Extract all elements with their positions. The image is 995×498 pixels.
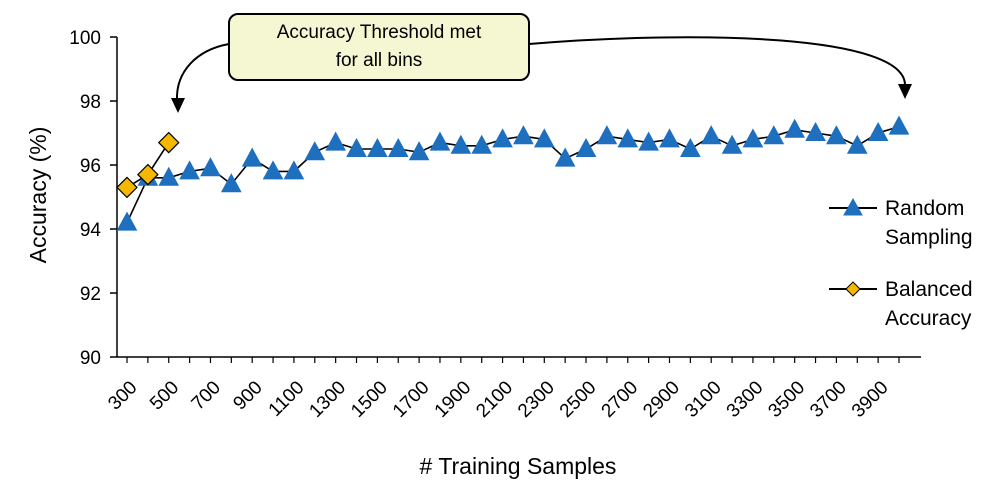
random-sampling-point (680, 137, 701, 157)
x-tick-label: 1700 (389, 377, 434, 422)
y-tick-labels: 90 92 94 96 98 100 (69, 28, 101, 369)
random-sampling-point (429, 131, 451, 151)
random-sampling-point (888, 115, 910, 135)
random-sampling-point (742, 128, 764, 148)
random-sampling-point (492, 128, 513, 148)
annotation-arrowhead-left (171, 98, 185, 113)
x-tick-label: 1900 (431, 377, 476, 422)
random-sampling-point (659, 128, 680, 148)
random-sampling-point (617, 128, 639, 148)
random-sampling-point (346, 137, 367, 157)
x-tick-label: 1100 (265, 377, 309, 421)
random-sampling-point (533, 128, 555, 148)
legend-triangle-marker (843, 197, 863, 216)
random-sampling-point (179, 160, 200, 180)
balanced-accuracy-point (137, 163, 159, 186)
legend-diamond-marker (845, 281, 861, 297)
random-sampling-point (408, 141, 430, 161)
legend-label-random-line1: Random (885, 197, 964, 220)
random-sampling-point (513, 125, 534, 145)
x-tick-label: 2100 (472, 377, 517, 422)
x-tick-label: 2700 (598, 377, 643, 422)
annotation-text-line2: for all bins (336, 50, 423, 71)
random-sampling-point (784, 118, 806, 138)
random-sampling-point (721, 134, 743, 154)
random-sampling-point (575, 137, 597, 157)
x-tick-label: 700 (188, 377, 225, 414)
annotation-arrow-right (528, 36, 906, 86)
legend: Random Sampling Balanced Accuracy (829, 197, 973, 330)
x-tick-label: 3100 (681, 377, 726, 422)
random-sampling-point (554, 147, 576, 167)
legend-label-balanced-line1: Balanced (885, 278, 973, 301)
x-tick-label: 2500 (556, 377, 601, 422)
annotation-callout: Accuracy Threshold met for all bins (171, 13, 912, 113)
x-tick-label: 3300 (723, 377, 768, 422)
random-sampling-point (638, 131, 659, 151)
y-tick-label: 94 (80, 220, 102, 241)
annotation-text-line1: Accuracy Threshold met (277, 22, 482, 43)
random-sampling-point (826, 125, 847, 145)
x-tick-label: 2900 (639, 377, 684, 422)
x-tick-labels: 300 500 700 9001100130015001700190021002300… (104, 377, 892, 422)
y-tick-label: 92 (80, 284, 101, 305)
legend-item-random-sampling: Random Sampling (829, 197, 973, 249)
legend-label-random-line2: Sampling (885, 226, 973, 249)
random-sampling-point (763, 125, 785, 145)
random-sampling-line (126, 125, 900, 223)
random-sampling-point (325, 131, 346, 151)
x-tick-label: 1500 (347, 377, 392, 422)
x-tick-label: 900 (229, 377, 266, 414)
balanced-accuracy-point (116, 176, 138, 199)
axes (110, 36, 921, 363)
random-sampling-point (241, 147, 263, 167)
random-sampling-point (262, 160, 284, 180)
random-sampling-point (158, 166, 180, 186)
x-axis-title: # Training Samples (420, 453, 617, 479)
x-tick-label: 1300 (305, 377, 350, 422)
series-points (116, 115, 910, 231)
x-tick-label: 3500 (764, 377, 809, 422)
random-sampling-point (596, 125, 618, 145)
legend-label-balanced-line2: Accuracy (885, 307, 972, 330)
random-sampling-point (367, 137, 388, 157)
y-tick-label: 100 (69, 28, 101, 49)
x-tick-label: 300 (104, 377, 141, 414)
random-sampling-point (220, 173, 242, 193)
x-tick-label: 3900 (848, 377, 893, 422)
annotation-arrowhead-right (898, 84, 912, 99)
random-sampling-point (450, 134, 472, 154)
series-lines (126, 125, 900, 223)
random-sampling-point (116, 211, 138, 231)
random-sampling-point (805, 121, 826, 141)
y-tick-label: 98 (80, 92, 101, 113)
random-sampling-point (283, 160, 305, 180)
random-sampling-point (867, 121, 889, 141)
random-sampling-point (700, 125, 722, 145)
random-sampling-point (387, 137, 409, 157)
x-tick-label: 2300 (514, 377, 559, 422)
random-sampling-point (846, 134, 868, 154)
x-tick-label: 3700 (806, 377, 851, 422)
y-tick-label: 96 (80, 156, 101, 177)
random-sampling-point (471, 134, 493, 154)
legend-item-balanced-accuracy: Balanced Accuracy (829, 278, 973, 330)
y-tick-label: 90 (80, 348, 101, 369)
y-axis-title: Accuracy (%) (25, 127, 51, 264)
random-sampling-point (200, 157, 221, 177)
annotation-arrow-left (175, 43, 230, 101)
x-tick-label: 500 (146, 377, 183, 414)
balanced-accuracy-point (157, 131, 180, 154)
annotation-box (228, 13, 530, 81)
random-sampling-point (304, 141, 326, 161)
